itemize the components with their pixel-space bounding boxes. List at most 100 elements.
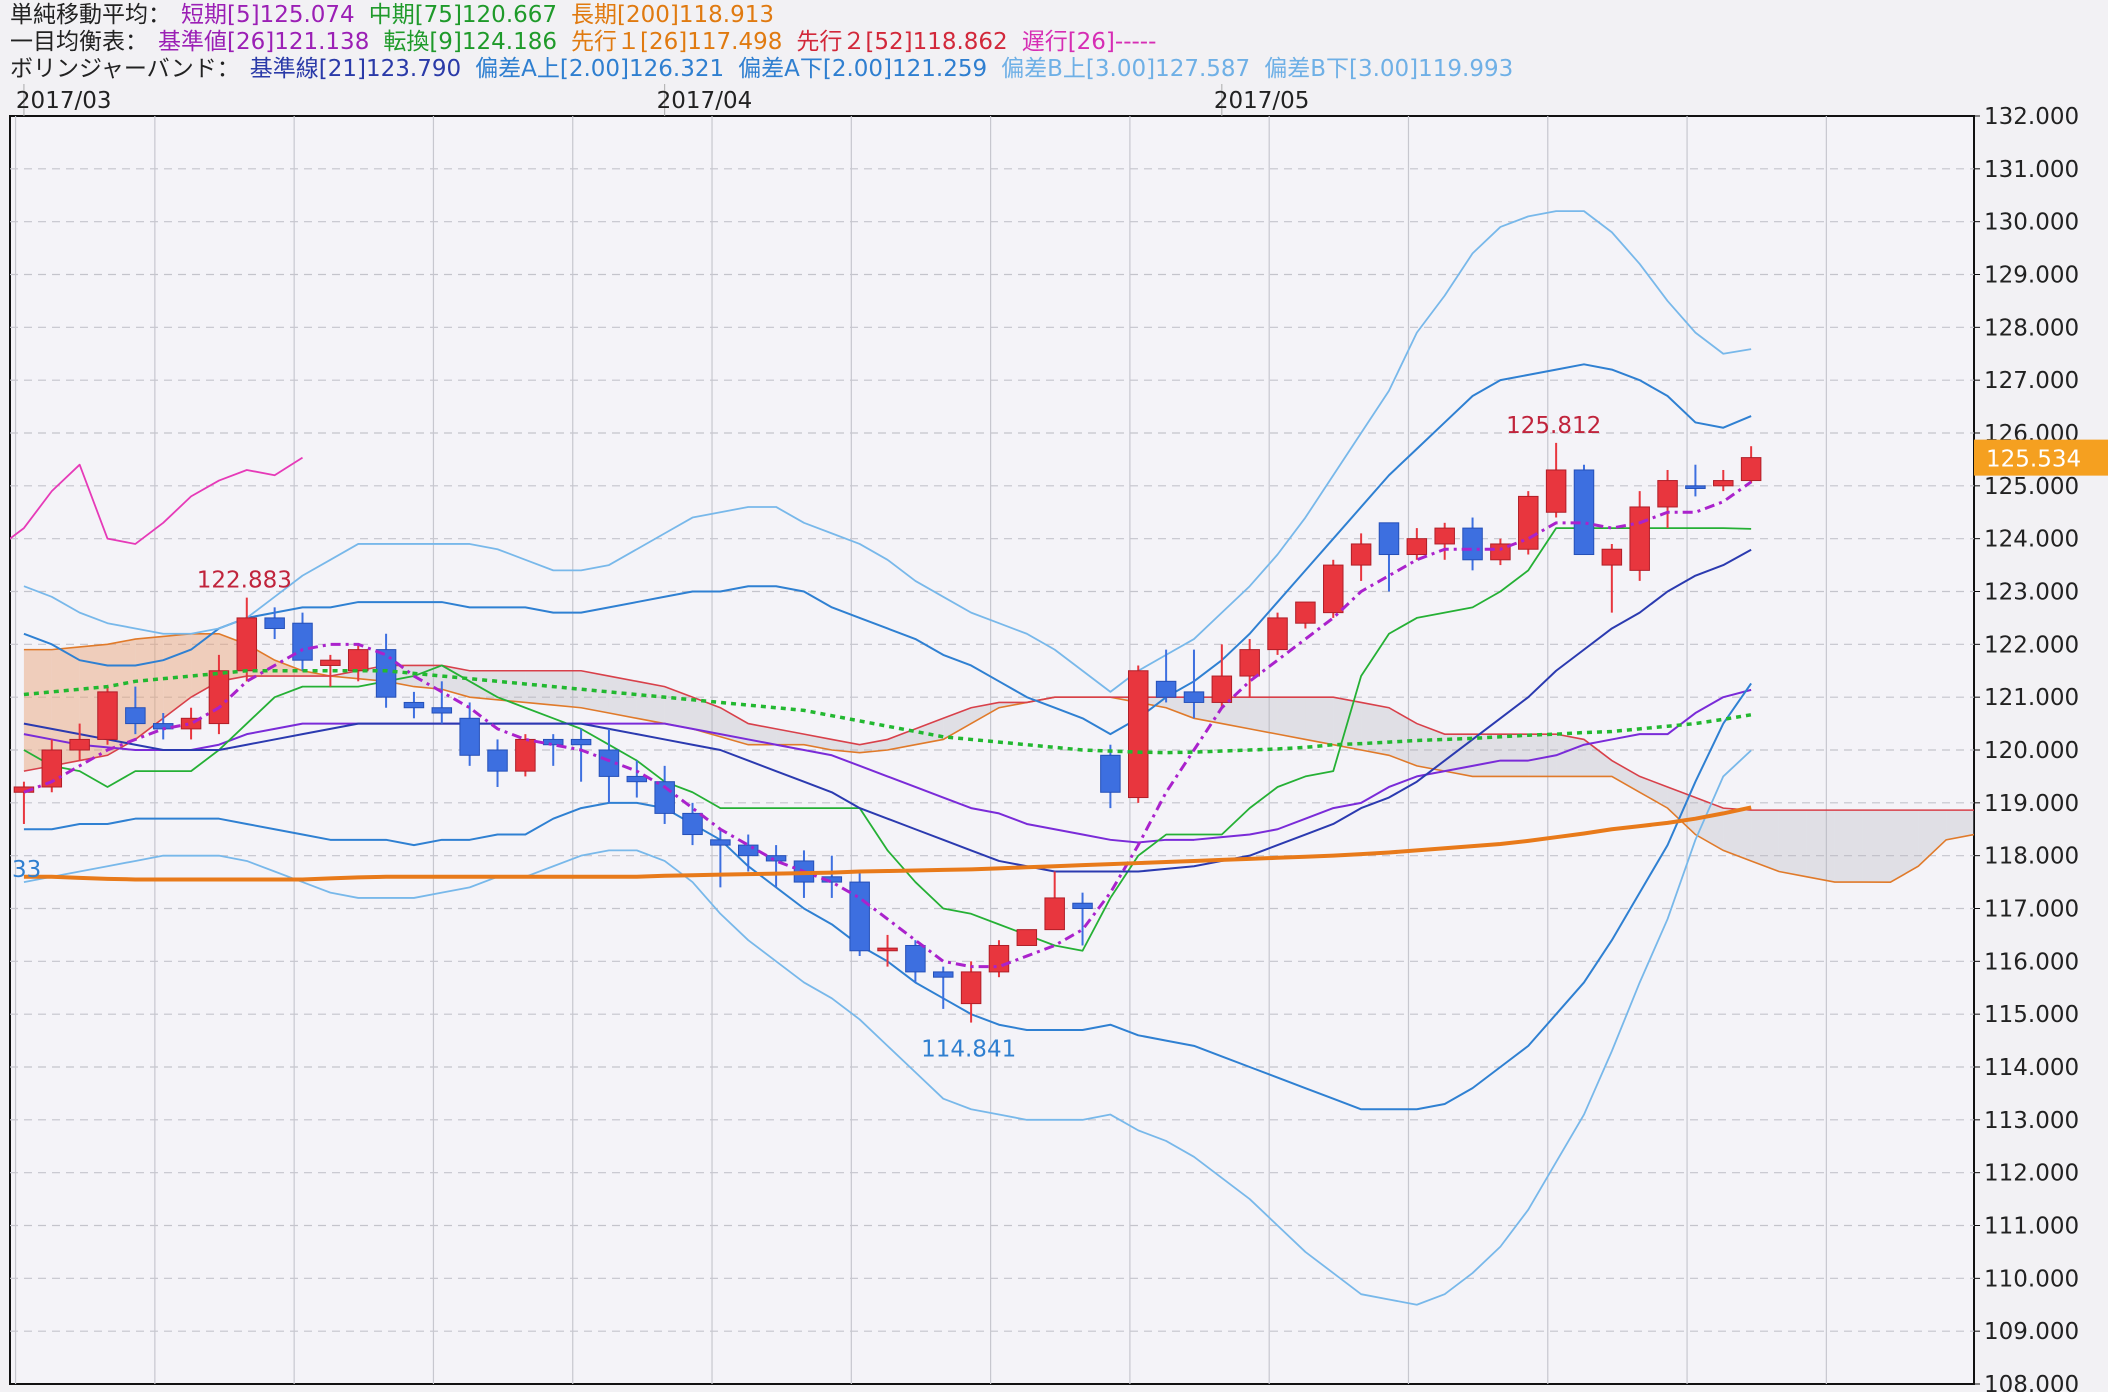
ichimoku-tenkan-label: 転換[9]124.186 (383, 29, 558, 55)
ichimoku-cloud-segment (1695, 797, 1724, 851)
ichimoku-senkou-a-label: 先行１[26]117.498 (571, 29, 783, 55)
ichimoku-cloud-segment (1361, 702, 1389, 756)
ichimoku-cloud-segment (1388, 707, 1417, 766)
ichimoku-cloud-segment (1751, 810, 1779, 872)
candle-down (682, 812, 703, 836)
month-label: 2017/05 (1214, 88, 1310, 114)
candle-down (292, 622, 313, 661)
candle-down (1100, 754, 1121, 793)
candle-up (320, 659, 341, 666)
ichimoku-cloud-segment (636, 681, 665, 724)
candle-up (1434, 527, 1455, 545)
bollinger-b-upper-line (23, 210, 1752, 693)
ichimoku-chikou-label: 遅行[26]----- (1021, 29, 1157, 55)
sma-short-line (23, 480, 1753, 969)
ichimoku-cloud-segment (915, 718, 944, 745)
candle-up (1323, 564, 1344, 614)
ichimoku-cloud-segment (51, 646, 80, 766)
y-tick-label: 127.000 (1984, 368, 2079, 394)
bollinger-legend-row: ボリンジャーバンド： 基準線[21]123.790 偏差A上[2.00]126.32… (10, 56, 2100, 83)
y-tick-label: 132.000 (1984, 104, 2079, 130)
bollinger-mid-label: 基準線[21]123.790 (249, 56, 462, 82)
candle-up (69, 738, 90, 751)
candle-down (1378, 522, 1400, 556)
ichimoku-cloud-segment (887, 728, 916, 750)
ichimoku-cloud-segment (1723, 808, 1752, 861)
y-tick-label: 124.000 (1984, 527, 2079, 553)
bollinger-b-upper-label: 偏差B上[3.00]127.587 (1001, 56, 1251, 82)
ichimoku-cloud-segment (525, 670, 554, 706)
candlestick-chart[interactable]: 132.000 131.000 130.000 129.000 128.000 127.0… (0, 84, 2108, 1392)
ichimoku-legend-row: 一目均衡表： 基準値[26]121.138 転換[9]124.186 先行１[26]1… (10, 29, 2100, 56)
ichimoku-cloud-segment (553, 670, 582, 708)
chikou-span-line (10, 456, 303, 545)
ichimoku-cloud-segment (1583, 739, 1612, 777)
bollinger-a-upper-line (23, 363, 1752, 736)
candle-down (1685, 485, 1706, 489)
candle-up (347, 649, 369, 672)
candle-up (1044, 897, 1065, 931)
candle-down (737, 844, 759, 857)
y-tick-label: 130.000 (1984, 210, 2079, 236)
kijun-line (23, 688, 1752, 844)
y-tick-label: 119.000 (1984, 791, 2079, 817)
sma-legend-title: 単純移動平均： (10, 2, 171, 28)
candle-up (1740, 457, 1762, 482)
bollinger-legend-title: ボリンジャーバンド： (10, 56, 240, 82)
candle-down (932, 971, 954, 978)
candle-up (208, 670, 230, 725)
ichimoku-cloud-segment (1890, 810, 1919, 883)
ichimoku-cloud-segment (748, 723, 777, 745)
ichimoku-cloud-segment (1611, 760, 1640, 793)
current-price-label: 125.534 (1986, 447, 2081, 473)
candle-down (125, 707, 146, 725)
ichimoku-cloud-segment (1528, 734, 1557, 777)
current-price-box (1974, 439, 2108, 476)
sma-legend-row: 単純移動平均： 短期[5]125.074 中期[75]120.667 長期[200]1… (10, 2, 2100, 29)
y-tick-label: 111.000 (1984, 1214, 2079, 1240)
candle-down (542, 738, 564, 746)
candle-up (1239, 649, 1260, 677)
sma-long-label: 長期[200]118.913 (571, 2, 774, 28)
ichimoku-cloud-segment (1778, 810, 1807, 877)
ichimoku-cloud-segment (1472, 734, 1501, 777)
ichimoku-cloud-segment (1834, 810, 1863, 883)
candle-down (598, 749, 620, 777)
price-annotation: 33 (12, 857, 41, 883)
candle-up (1295, 601, 1316, 624)
tenkan-line (23, 527, 1752, 952)
ichimoku-cloud-segment (1500, 734, 1529, 777)
ichimoku-cloud-segment (1416, 723, 1445, 772)
ichimoku-kijun-label: 基準値[26]121.138 (158, 29, 370, 55)
candle-down (626, 775, 648, 783)
candle-down (403, 701, 425, 709)
candle-up (1406, 538, 1428, 556)
sma-mid-label: 中期[75]120.667 (368, 2, 558, 28)
ichimoku-cloud-segment (1305, 697, 1334, 745)
ichimoku-cloud-segment (1946, 810, 1974, 840)
candle-down (849, 881, 870, 952)
candle-down (765, 855, 787, 862)
candle-down (487, 749, 508, 772)
candle-up (1350, 543, 1372, 566)
ichimoku-legend-title: 一目均衡表： (10, 29, 148, 55)
bollinger-a-upper-label: 偏差A上[2.00]126.321 (475, 56, 725, 82)
candle-up (180, 717, 202, 730)
candle-down (264, 617, 285, 629)
ichimoku-cloud-segment (1806, 810, 1835, 883)
y-tick-label: 110.000 (1984, 1266, 2079, 1292)
y-tick-label: 116.000 (1984, 949, 2079, 975)
bollinger-b-lower-line (23, 749, 1752, 1306)
y-tick-label: 117.000 (1984, 897, 2079, 923)
ichimoku-cloud-segment (497, 670, 526, 703)
candle-up (1267, 617, 1288, 651)
ichimoku-cloud-segment (971, 702, 999, 724)
ichimoku-cloud-segment (1221, 697, 1250, 729)
candle-down (1462, 527, 1483, 561)
y-tick-label: 125.000 (1984, 474, 2079, 500)
senkou-span-a-line (23, 632, 1974, 883)
candle-up (97, 691, 118, 740)
y-tick-label: 109.000 (1984, 1319, 2079, 1345)
candle-up (1601, 548, 1623, 566)
y-tick-label: 123.000 (1984, 580, 2079, 606)
